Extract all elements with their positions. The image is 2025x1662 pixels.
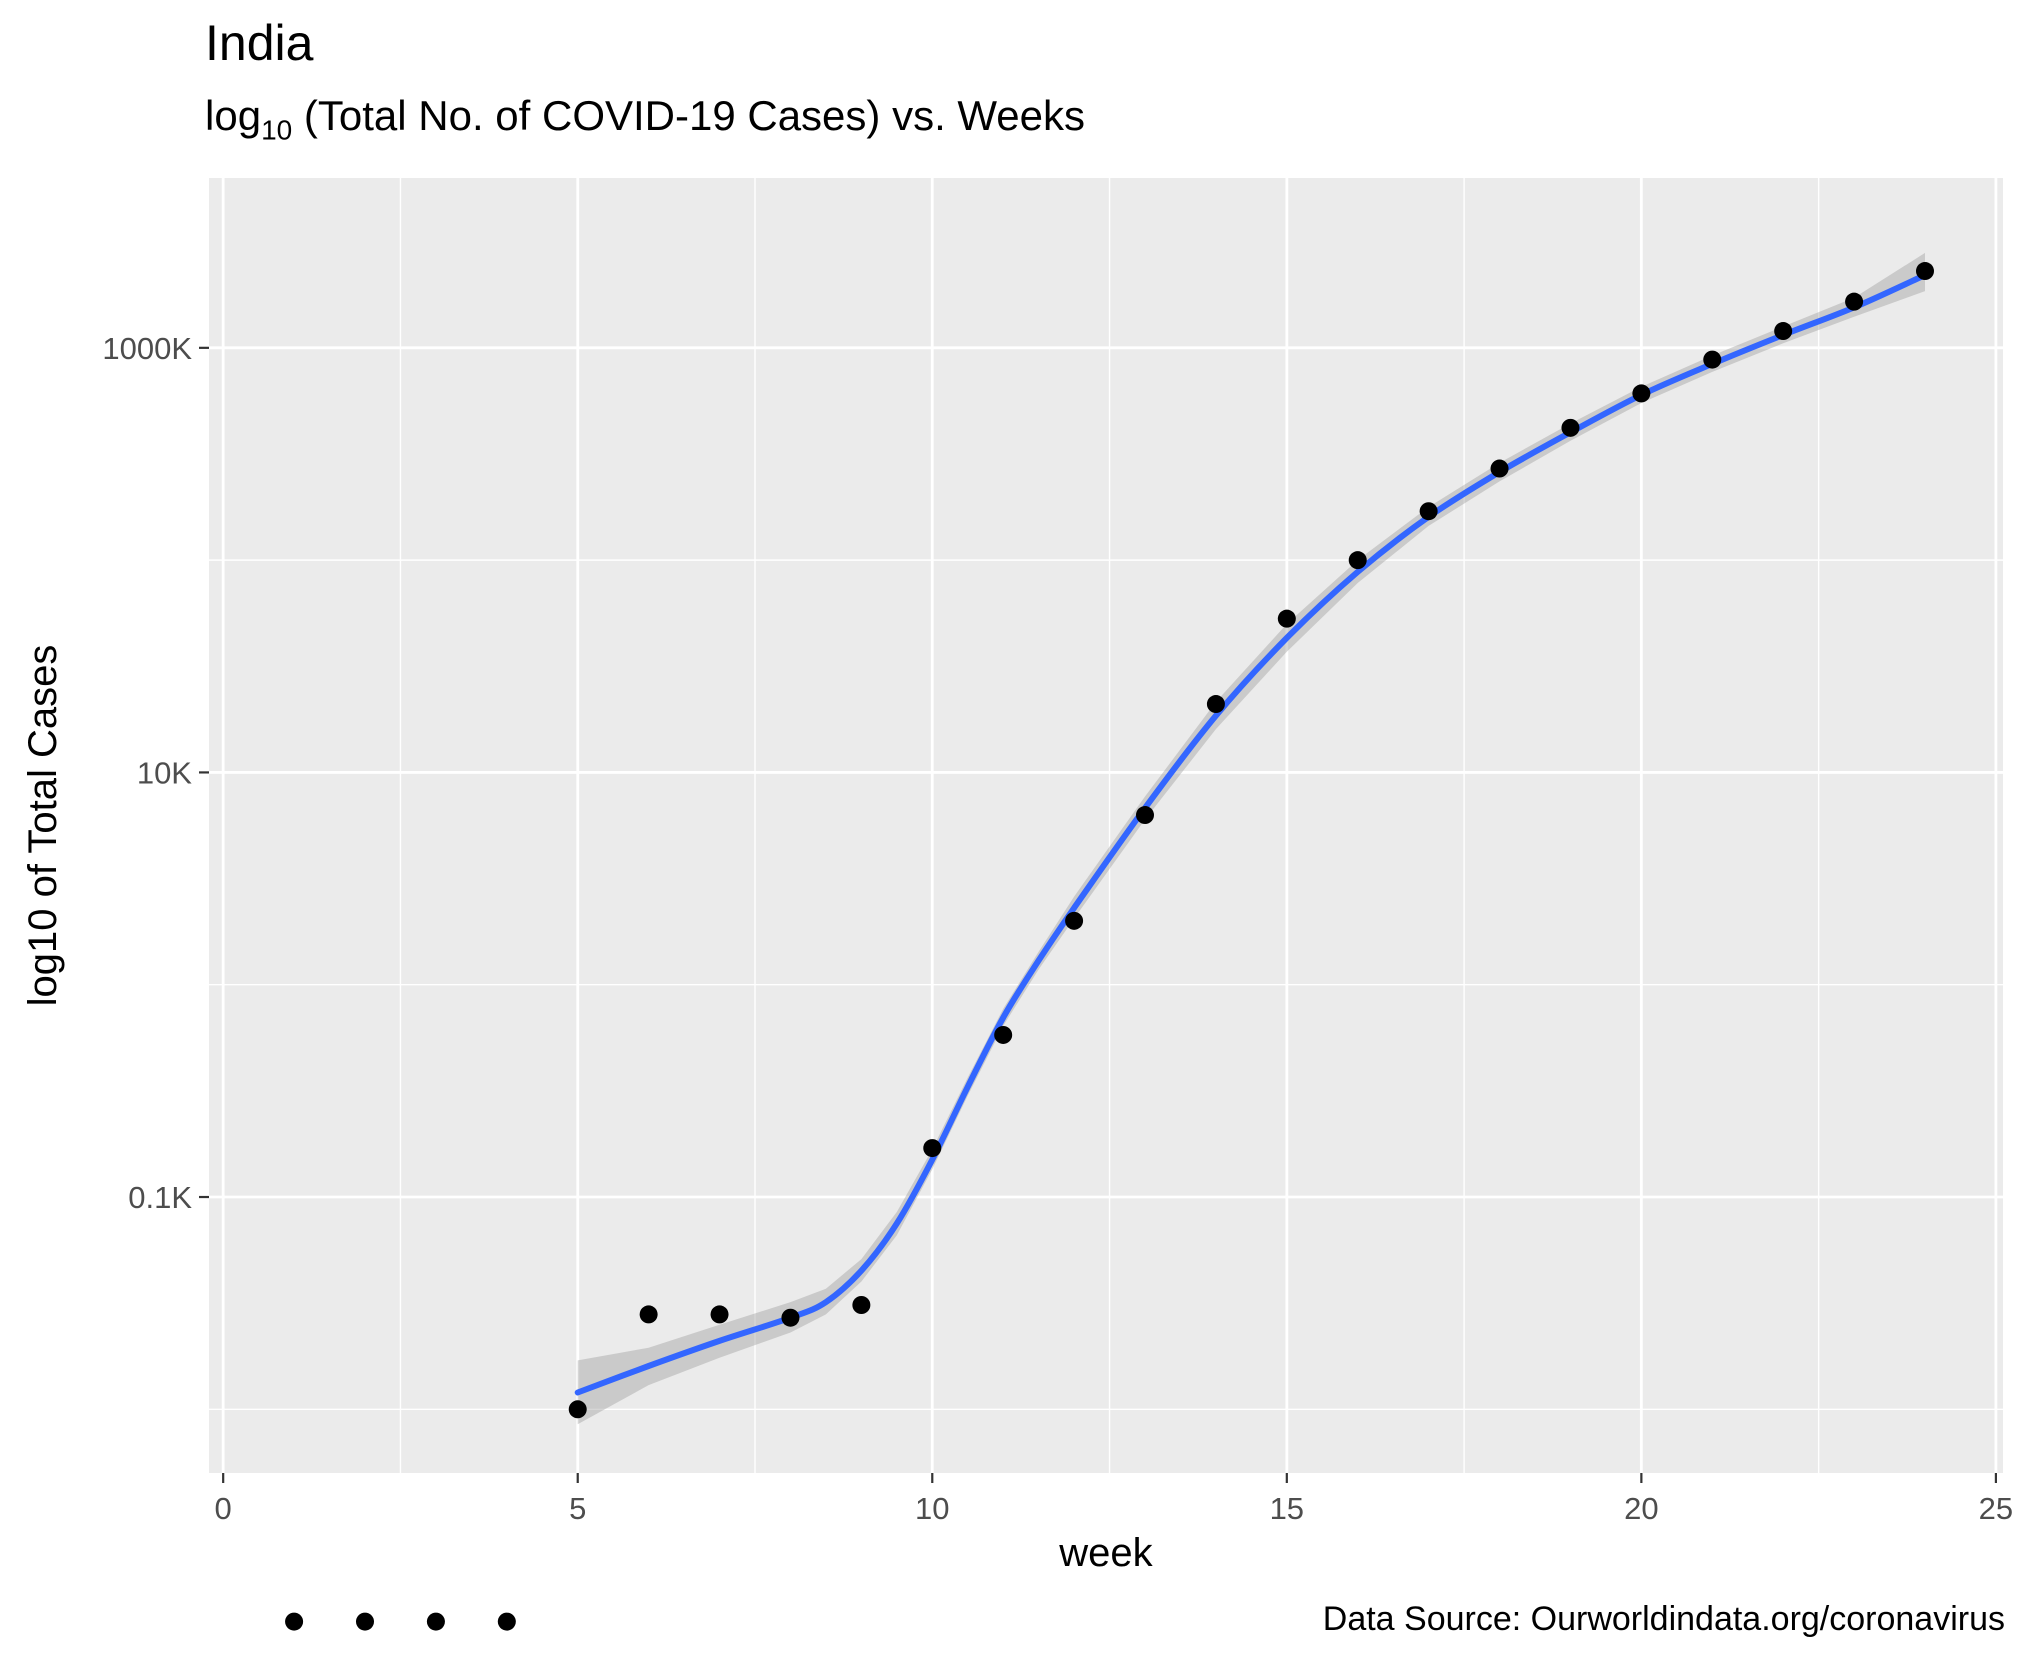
data-point <box>497 1612 516 1631</box>
x-tick-label: 10 <box>915 1491 949 1526</box>
data-point <box>1632 384 1651 403</box>
data-point <box>781 1308 800 1327</box>
data-point <box>1916 262 1934 281</box>
x-tick-label: 5 <box>569 1491 586 1526</box>
chart-title: India <box>205 15 314 71</box>
subtitle-text: (Total No. of COVID-19 Cases) vs. Weeks <box>292 92 1086 139</box>
y-tick-label: 0.1K <box>128 1180 192 1215</box>
data-point <box>639 1305 658 1324</box>
x-tick-label: 15 <box>1270 1491 1304 1526</box>
data-point <box>1348 551 1367 570</box>
data-point <box>1561 418 1580 437</box>
data-point <box>923 1139 942 1158</box>
data-point <box>1845 292 1864 311</box>
y-tick-label: 10K <box>137 755 192 790</box>
data-point <box>1774 322 1793 341</box>
data-point <box>285 1612 304 1631</box>
x-tick-label: 0 <box>215 1491 232 1526</box>
subtitle-log-base: 10 <box>261 114 293 146</box>
data-point <box>1065 911 1084 930</box>
y-tick-label: 1000K <box>102 331 192 366</box>
x-tick-label: 25 <box>1979 1491 2013 1526</box>
data-point <box>426 1612 445 1631</box>
data-point <box>1277 609 1296 628</box>
data-point <box>710 1305 729 1324</box>
y-axis-label: log10 of Total Cases <box>21 645 65 1007</box>
data-point <box>1419 502 1438 521</box>
data-point <box>852 1295 871 1314</box>
data-point <box>994 1025 1013 1044</box>
data-point <box>356 1612 374 1631</box>
x-axis-label: week <box>1058 1531 1153 1575</box>
plot-panel <box>209 178 2003 1473</box>
chart-caption: Data Source: Ourworldindata.org/coronavi… <box>1322 1600 2005 1638</box>
subtitle-log-prefix: log <box>205 92 262 139</box>
data-point <box>1136 806 1154 825</box>
x-tick-label: 20 <box>1624 1491 1658 1526</box>
data-point <box>568 1400 587 1419</box>
data-point <box>1490 459 1509 478</box>
chart-subtitle: log10 (Total No. of COVID-19 Cases) vs. … <box>205 92 1085 146</box>
data-point <box>1703 350 1722 369</box>
data-point <box>1206 695 1225 714</box>
